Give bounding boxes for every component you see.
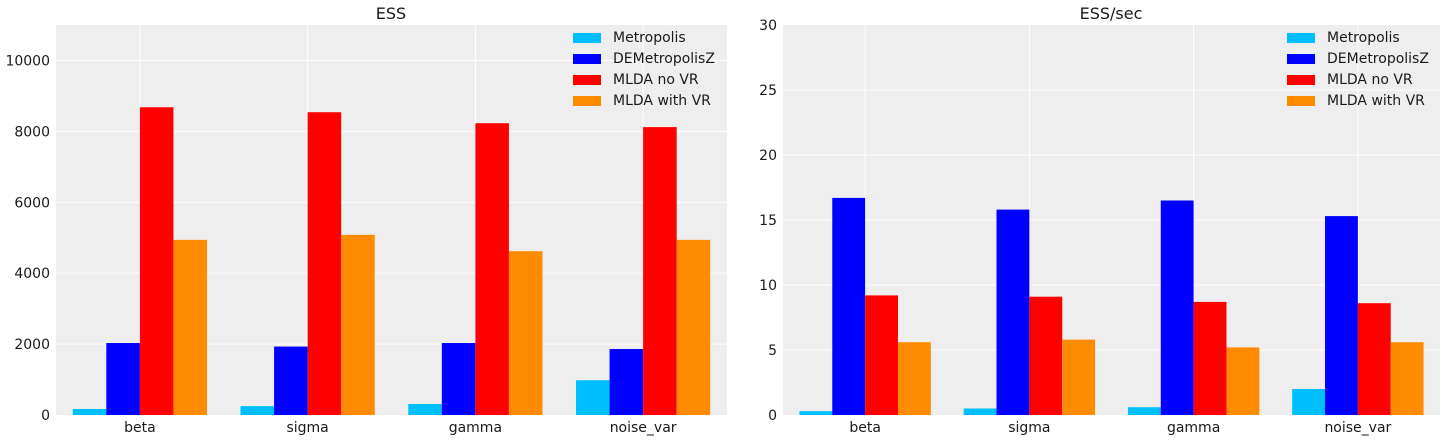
- ess-per-sec-legend-swatch: [1287, 75, 1315, 85]
- ess-per-sec-y-tick-label: 25: [759, 83, 777, 99]
- ess-x-tick-label: sigma: [286, 420, 328, 436]
- ess-y-tick-label: 4000: [14, 266, 50, 282]
- ess-per-sec-bar-mlda-with-vr-sigma: [1062, 339, 1096, 415]
- ess-x-tick-label: noise_var: [610, 420, 677, 436]
- ess-bar-demetropolisz-gamma: [441, 343, 476, 415]
- ess-bar-mlda-with-vr-beta: [173, 239, 207, 415]
- ess-per-sec-bar-metropolis-gamma: [1127, 407, 1161, 415]
- ess-per-sec-bar-metropolis-sigma: [963, 408, 997, 415]
- ess-bar-mlda-no-vr-gamma: [475, 123, 509, 415]
- ess-bar-mlda-no-vr-noise_var: [643, 127, 677, 415]
- ess-per-sec-legend: Metropolis DEMetropolisZ MLDA no VR MLDA wi…: [1287, 30, 1429, 109]
- ess-legend-swatch: [573, 75, 601, 85]
- ess-legend-swatch: [573, 33, 601, 43]
- ess-per-sec-bar-mlda-no-vr-noise_var: [1357, 303, 1391, 415]
- ess-per-sec-x-tick-label: gamma: [1167, 420, 1220, 436]
- ess-per-sec-chart: 0 5 10 15 20 25 30 beta sigma gamma noise_var ESS…: [759, 4, 1440, 436]
- ess-bar-demetropolisz-beta: [106, 343, 140, 415]
- ess-y-tick-label: 8000: [14, 124, 50, 140]
- ess-per-sec-x-ticks: beta sigma gamma noise_var: [849, 420, 1391, 436]
- ess-per-sec-bar-mlda-no-vr-gamma: [1193, 301, 1227, 415]
- ess-bars: [72, 107, 711, 415]
- ess-per-sec-legend-swatch: [1287, 54, 1315, 64]
- ess-legend-label: DEMetropolisZ: [613, 51, 715, 67]
- ess-chart-title: ESS: [376, 4, 406, 23]
- ess-bar-metropolis-beta: [72, 408, 107, 415]
- ess-per-sec-y-tick-label: 10: [759, 278, 777, 294]
- ess-per-sec-x-tick-label: noise_var: [1324, 420, 1391, 436]
- ess-x-ticks: beta sigma gamma noise_var: [124, 420, 677, 436]
- ess-bar-mlda-with-vr-sigma: [341, 234, 375, 415]
- ess-per-sec-bar-mlda-with-vr-beta: [897, 342, 931, 415]
- ess-chart: 0 2000 4000 6000 8000 10000 beta sigma gamma noi…: [5, 4, 727, 436]
- ess-per-sec-legend-swatch: [1287, 96, 1315, 106]
- ess-per-sec-bar-mlda-no-vr-beta: [865, 295, 898, 415]
- ess-per-sec-y-tick-label: 15: [759, 213, 777, 229]
- ess-per-sec-bars: [799, 197, 1424, 415]
- ess-y-tick-label: 2000: [14, 337, 50, 353]
- ess-per-sec-x-tick-label: sigma: [1008, 420, 1050, 436]
- ess-per-sec-legend-label: MLDA with VR: [1327, 93, 1425, 109]
- ess-per-sec-bar-metropolis-beta: [799, 411, 833, 415]
- ess-per-sec-legend-label: Metropolis: [1327, 30, 1400, 46]
- ess-legend-swatch: [573, 96, 601, 106]
- ess-per-sec-y-tick-label: 5: [768, 343, 777, 359]
- ess-bar-metropolis-gamma: [408, 404, 442, 415]
- ess-per-sec-bar-metropolis-noise_var: [1292, 389, 1326, 415]
- ess-bar-metropolis-sigma: [240, 406, 275, 415]
- ess-per-sec-y-ticks: 0 5 10 15 20 25 30: [759, 18, 777, 424]
- ess-per-sec-bar-mlda-with-vr-gamma: [1226, 347, 1260, 415]
- ess-legend-label: MLDA with VR: [613, 93, 711, 109]
- ess-per-sec-bar-demetropolisz-sigma: [996, 209, 1030, 415]
- ess-y-tick-label: 0: [41, 408, 50, 424]
- ess-per-sec-bar-mlda-with-vr-noise_var: [1390, 342, 1424, 415]
- ess-bar-metropolis-noise_var: [576, 380, 610, 415]
- ess-per-sec-legend-label: DEMetropolisZ: [1327, 51, 1429, 67]
- ess-legend-label: MLDA no VR: [613, 72, 699, 88]
- ess-per-sec-bar-demetropolisz-gamma: [1160, 200, 1194, 415]
- ess-bar-mlda-with-vr-gamma: [508, 251, 543, 415]
- ess-bar-demetropolisz-noise_var: [609, 349, 644, 415]
- ess-bar-mlda-no-vr-sigma: [307, 112, 342, 415]
- ess-y-ticks: 0 2000 4000 6000 8000 10000: [5, 53, 50, 424]
- ess-legend-swatch: [573, 54, 601, 64]
- ess-y-tick-label: 10000: [5, 53, 50, 69]
- ess-legend: Metropolis DEMetropolisZ MLDA no VR MLDA wi…: [573, 30, 715, 109]
- ess-per-sec-x-tick-label: beta: [849, 420, 881, 436]
- ess-per-sec-chart-title: ESS/sec: [1080, 4, 1143, 23]
- ess-per-sec-y-tick-label: 0: [768, 408, 777, 424]
- ess-per-sec-y-tick-label: 30: [759, 18, 777, 34]
- ess-legend-label: Metropolis: [613, 30, 686, 46]
- ess-per-sec-legend-swatch: [1287, 33, 1315, 43]
- ess-x-tick-label: gamma: [449, 420, 502, 436]
- ess-per-sec-bar-mlda-no-vr-sigma: [1029, 296, 1063, 415]
- ess-x-tick-label: beta: [124, 420, 156, 436]
- ess-bar-demetropolisz-sigma: [274, 346, 308, 415]
- ess-per-sec-y-tick-label: 20: [759, 148, 777, 164]
- ess-bar-mlda-no-vr-beta: [139, 107, 174, 415]
- ess-bar-mlda-with-vr-noise_var: [676, 239, 711, 415]
- ess-per-sec-bar-demetropolisz-noise_var: [1325, 216, 1358, 415]
- ess-y-tick-label: 6000: [14, 195, 50, 211]
- ess-per-sec-bar-demetropolisz-beta: [832, 197, 866, 415]
- ess-per-sec-legend-label: MLDA no VR: [1327, 72, 1413, 88]
